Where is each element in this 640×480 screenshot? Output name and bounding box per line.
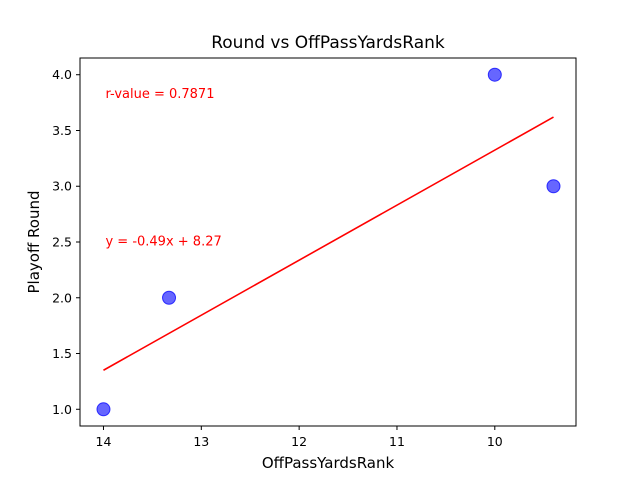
x-tick-label: 10: [487, 434, 503, 449]
scatter-point: [163, 291, 176, 304]
x-tick-label: 12: [291, 434, 307, 449]
y-tick-label: 1.0: [52, 402, 72, 417]
y-tick-label: 4.0: [52, 67, 72, 82]
x-tick-label: 13: [193, 434, 209, 449]
y-tick-label: 2.5: [52, 235, 72, 250]
annotation-text: y = -0.49x + 8.27: [105, 234, 221, 249]
x-tick-label: 14: [96, 434, 112, 449]
y-tick-label: 3.5: [52, 123, 72, 138]
annotation-text: r-value = 0.7871: [105, 87, 214, 102]
y-axis-label: Playoff Round: [25, 190, 43, 293]
scatter-point: [547, 180, 560, 193]
y-tick-label: 1.5: [52, 346, 72, 361]
scatter-point: [97, 403, 110, 416]
chart-title: Round vs OffPassYardsRank: [211, 33, 445, 53]
scatter-point: [488, 68, 501, 81]
x-axis-label: OffPassYardsRank: [262, 454, 395, 472]
x-tick-label: 11: [389, 434, 405, 449]
y-tick-label: 2.0: [52, 290, 72, 305]
y-tick-label: 3.0: [52, 179, 72, 194]
